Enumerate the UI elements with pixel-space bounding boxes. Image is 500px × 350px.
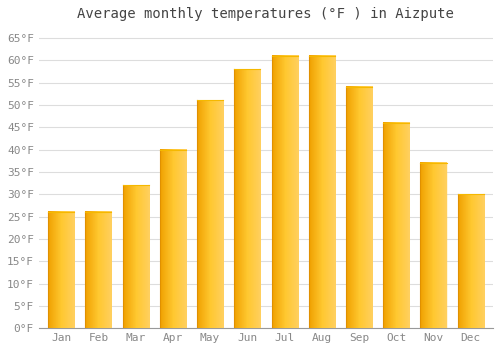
Title: Average monthly temperatures (°F ) in Aizpute: Average monthly temperatures (°F ) in Ai… [78,7,454,21]
